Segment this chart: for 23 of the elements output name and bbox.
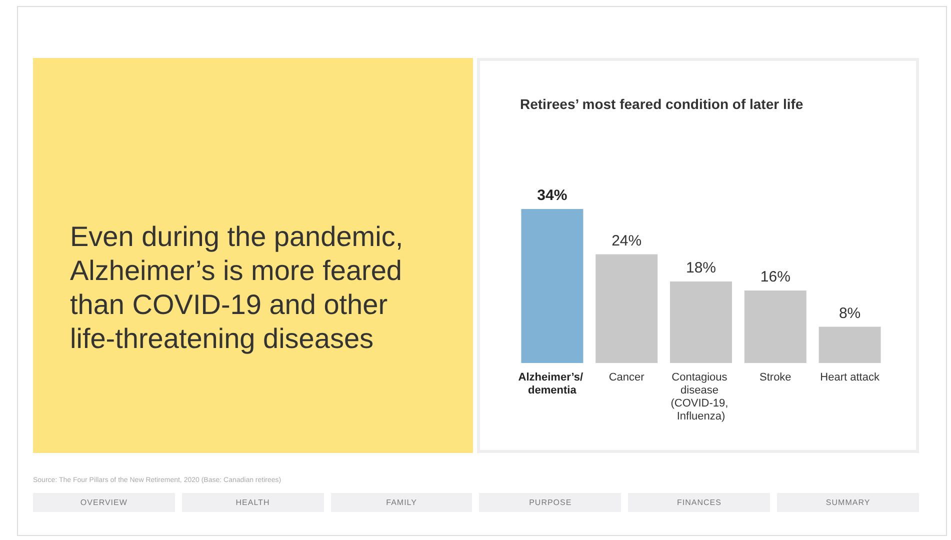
text: HEALTH	[182, 493, 324, 512]
text: PURPOSE	[479, 493, 622, 512]
x-tick-label: Stroke	[760, 372, 792, 384]
bar	[596, 254, 658, 363]
data-label: 16%	[760, 268, 790, 286]
x-tick-label: Cancer	[608, 372, 645, 384]
data-label: 8%	[838, 304, 861, 322]
x-tick-label: Heart attack	[820, 372, 880, 384]
bar	[818, 326, 881, 363]
bar	[670, 281, 732, 363]
data-label: 18%	[686, 259, 716, 276]
text: FINANCES	[628, 493, 770, 512]
bar	[744, 290, 806, 363]
x-tick-label: Alzheimer’s/ dementia	[518, 372, 586, 396]
text: FAMILY	[330, 493, 472, 512]
text: SUMMARY	[777, 493, 919, 512]
data-label: 24%	[612, 232, 642, 250]
data-label: 34%	[537, 187, 568, 204]
chart-title: Retirees’ most feared condition of later life	[520, 96, 804, 112]
text: OVERVIEW	[33, 493, 175, 512]
bar	[521, 209, 584, 363]
x-tick-label: Contagious disease (COVID-19, Influenza)	[670, 372, 732, 422]
text: Even during the pandemic, Alzheimer’s is more feared than COVID-19 and other life-threatening diseases	[70, 220, 404, 356]
